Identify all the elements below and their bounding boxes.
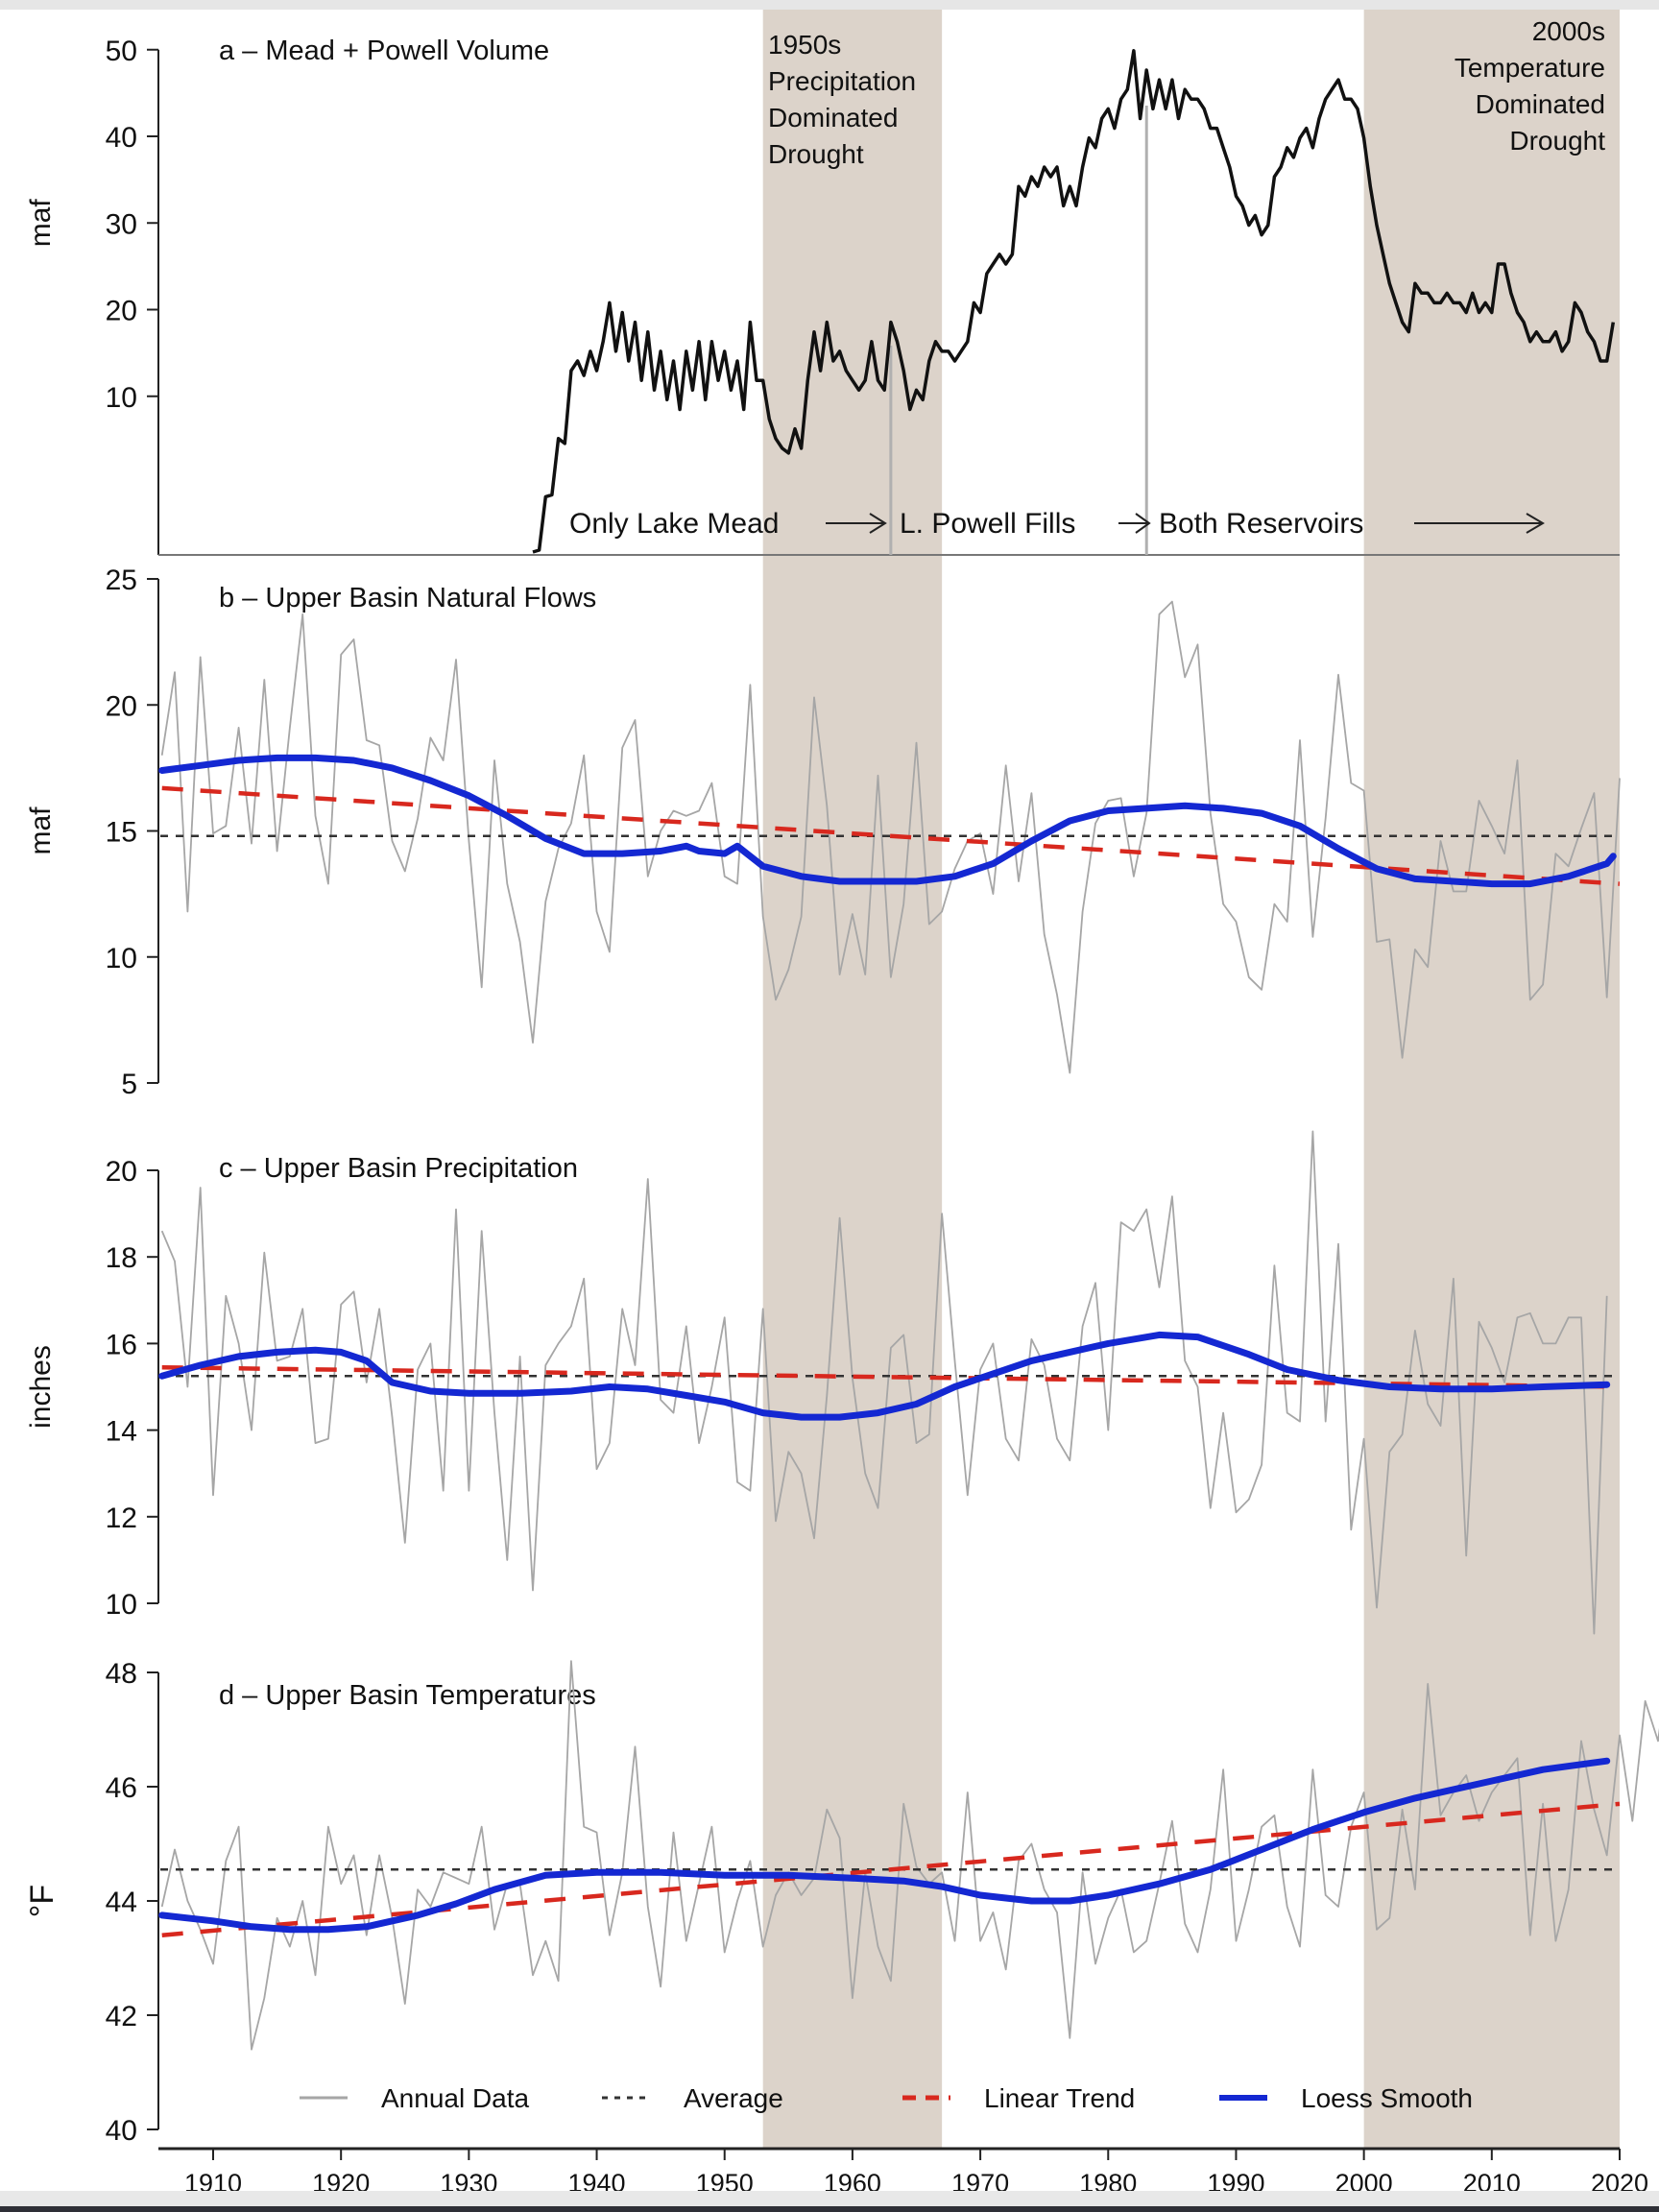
- loess-smooth-line: [158, 754, 1617, 888]
- y-tick-label: 12: [106, 1503, 137, 1534]
- legend: Annual Data Average Linear Trend Loess Smoo…: [300, 2083, 1473, 2113]
- x-tick-label: 1950: [696, 2169, 754, 2191]
- phase-label-l-powell-fills: L. Powell Fills: [900, 508, 1075, 540]
- arrow-2-head: [1135, 513, 1151, 534]
- arrow-3-head: [1526, 513, 1545, 534]
- annotation-layer: 1950s Precipitation Dominated Drought 2000s T…: [768, 16, 1605, 169]
- x-axis: 1910 1920 1930 1940 1950 1960 1970 1980 1990 2000…: [158, 2147, 1648, 2191]
- y-tick-label: 16: [106, 1329, 137, 1360]
- drought-label-1950s-line: Dominated: [768, 103, 898, 132]
- y-tick-label: 46: [106, 1772, 137, 1804]
- y-tick-label: 5: [121, 1069, 137, 1100]
- y-tick-label: 40: [106, 2115, 137, 2147]
- y-tick-label: 50: [106, 36, 137, 67]
- y-axis-label-a: maf: [25, 199, 57, 248]
- y-tick-label: 42: [106, 2001, 137, 2032]
- panels-layer: 10 20 30 40 50 maf a – Mead + Powell Volume Onl…: [24, 36, 1659, 2147]
- x-tick-label: 2020: [1591, 2169, 1648, 2191]
- drought-label-1950s-line: Precipitation: [768, 66, 916, 96]
- y-tick-label: 20: [106, 690, 137, 722]
- x-tick-label: 1910: [184, 2169, 242, 2191]
- phase-label-only-lake-mead: Only Lake Mead: [569, 508, 779, 540]
- drought-label-2000s-line: Drought: [1509, 126, 1605, 156]
- legend-label-loess: Loess Smooth: [1301, 2083, 1473, 2113]
- y-tick-label: 20: [106, 1156, 137, 1188]
- y-tick-label: 30: [106, 208, 137, 240]
- bottom-window-bar: [0, 2191, 1659, 2212]
- drought-shade-2000: [1363, 10, 1620, 2149]
- linear-trend-line: [161, 1364, 1621, 1389]
- phase-label-both-reservoirs: Both Reservoirs: [1159, 508, 1363, 540]
- annual-data-line: [160, 600, 1621, 1074]
- legend-label-average: Average: [684, 2083, 783, 2113]
- y-axis-label-b: maf: [25, 806, 57, 855]
- annual-data-line: [160, 1130, 1608, 1635]
- y-tick-label: 10: [106, 382, 137, 414]
- drought-shade-1953: [762, 10, 943, 2149]
- y-tick-label: 20: [106, 296, 137, 327]
- x-tick-label: 1960: [824, 2169, 881, 2191]
- y-tick-label: 48: [106, 1658, 137, 1690]
- linear-trend-line: [161, 785, 1621, 886]
- y-tick-label: 40: [106, 122, 137, 154]
- y-tick-label: 18: [106, 1242, 137, 1274]
- linear-trend-line: [161, 1801, 1621, 1937]
- panel-a: 10 20 30 40 50 maf a – Mead + Powell Volume Onl…: [25, 36, 1620, 556]
- y-tick-label: 14: [106, 1416, 137, 1448]
- x-tick-label: 1930: [440, 2169, 497, 2191]
- panel-title-d: d – Upper Basin Temperatures: [219, 1680, 596, 1711]
- loess-smooth-line: [158, 1331, 1611, 1421]
- panel-c: 10 12 14 16 18 20 inches c – Upper Basin Precip…: [25, 1130, 1621, 1635]
- y-tick-label: 25: [106, 565, 137, 596]
- panel-title-b: b – Upper Basin Natural Flows: [219, 583, 596, 613]
- drought-label-2000s-line: 2000s: [1532, 16, 1605, 46]
- legend-label-trend: Linear Trend: [984, 2083, 1135, 2113]
- y-tick-label: 44: [106, 1887, 137, 1918]
- x-tick-label: 1920: [312, 2169, 370, 2191]
- y-tick-label: 15: [106, 817, 137, 849]
- y-tick-label: 10: [106, 1589, 137, 1621]
- y-axis-label-d: °F: [24, 1885, 60, 1917]
- x-tick-label: 2010: [1463, 2169, 1521, 2191]
- y-tick-label: 10: [106, 943, 137, 974]
- drought-label-1950s-line: 1950s: [768, 30, 841, 60]
- x-tick-label: 1970: [951, 2169, 1009, 2191]
- drought-label-2000s-line: Temperature: [1455, 53, 1605, 83]
- x-tick-label: 1980: [1079, 2169, 1137, 2191]
- arrow-1-head: [869, 513, 887, 534]
- x-tick-label: 1940: [568, 2169, 626, 2191]
- top-window-bar: [0, 0, 1659, 10]
- loess-smooth-line: [158, 1757, 1611, 1934]
- panel-d: 40 42 44 46 48 °F d – Upper Basin Temperatures: [24, 1658, 1659, 2147]
- x-tick-label: 1990: [1207, 2169, 1264, 2191]
- volume-line: [532, 49, 1616, 554]
- panel-title-c: c – Upper Basin Precipitation: [219, 1153, 578, 1184]
- y-axis-label-c: inches: [25, 1345, 57, 1429]
- annual-data-line: [160, 1660, 1659, 2051]
- x-tick-label: 2000: [1335, 2169, 1393, 2191]
- panel-title-a: a – Mead + Powell Volume: [219, 36, 549, 66]
- drought-label-1950s-line: Drought: [768, 139, 864, 169]
- drought-label-2000s-line: Dominated: [1476, 89, 1605, 119]
- panel-b: 5 10 15 20 25 maf b – Upper Basin Natural Flow…: [25, 565, 1621, 1100]
- legend-label-annual: Annual Data: [381, 2083, 530, 2113]
